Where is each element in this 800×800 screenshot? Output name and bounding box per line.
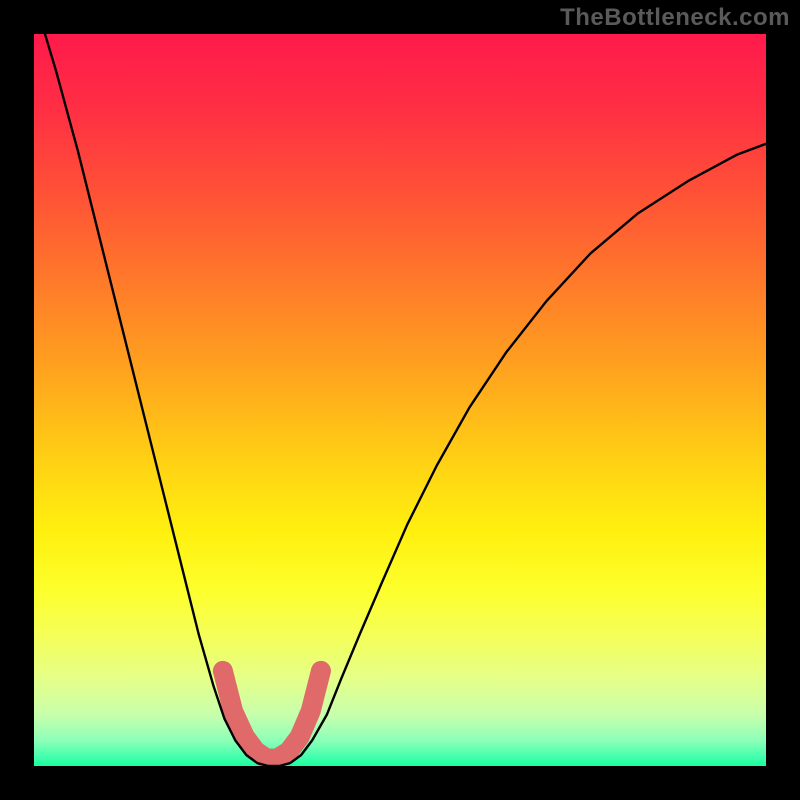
highlight-segment [223, 671, 321, 759]
plot-area [34, 34, 766, 766]
chart-svg [34, 34, 766, 766]
watermark-text: TheBottleneck.com [560, 4, 790, 32]
main-curve [34, 34, 766, 766]
